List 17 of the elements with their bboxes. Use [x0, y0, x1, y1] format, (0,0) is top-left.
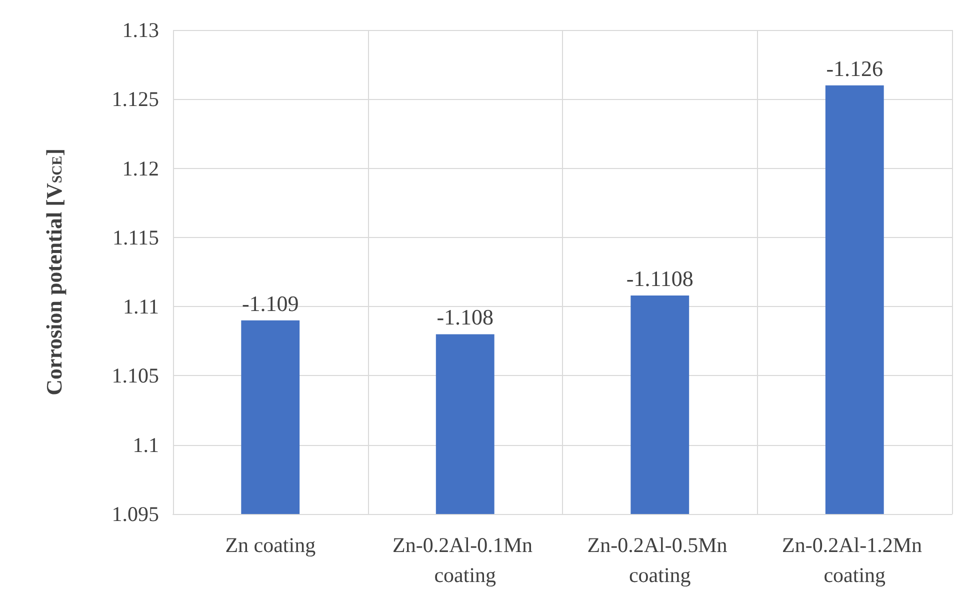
annotation: -1.126 — [826, 56, 884, 81]
x-tick-label: Zn-0.2Al-1.2Mn coating — [782, 533, 928, 587]
annotation: -1.109 — [242, 290, 299, 316]
y-tick-label: 1.12 — [122, 156, 159, 180]
x-tick-label: Zn-0.2Al-0.1Mn coating — [392, 533, 538, 587]
x-tick-label: Zn coating — [225, 533, 316, 557]
x-tick-label: Zn-0.2Al-0.5Mn coating — [587, 533, 732, 587]
y-tick-label: 1.13 — [122, 18, 159, 42]
y-axis-title: Corrosion potential [VSCE] — [42, 148, 66, 396]
annotation: -1.1108 — [626, 266, 694, 292]
annotation: -1.108 — [436, 304, 494, 330]
y-tick-label: 1.125 — [112, 87, 159, 112]
y-tick-label: 1.1 — [132, 432, 159, 457]
y-tick-label: 1.105 — [112, 364, 159, 388]
y-tick-label: 1.11 — [123, 294, 159, 319]
y-tick-label: 1.115 — [112, 225, 159, 250]
y-tick-label: 1.095 — [112, 502, 159, 526]
